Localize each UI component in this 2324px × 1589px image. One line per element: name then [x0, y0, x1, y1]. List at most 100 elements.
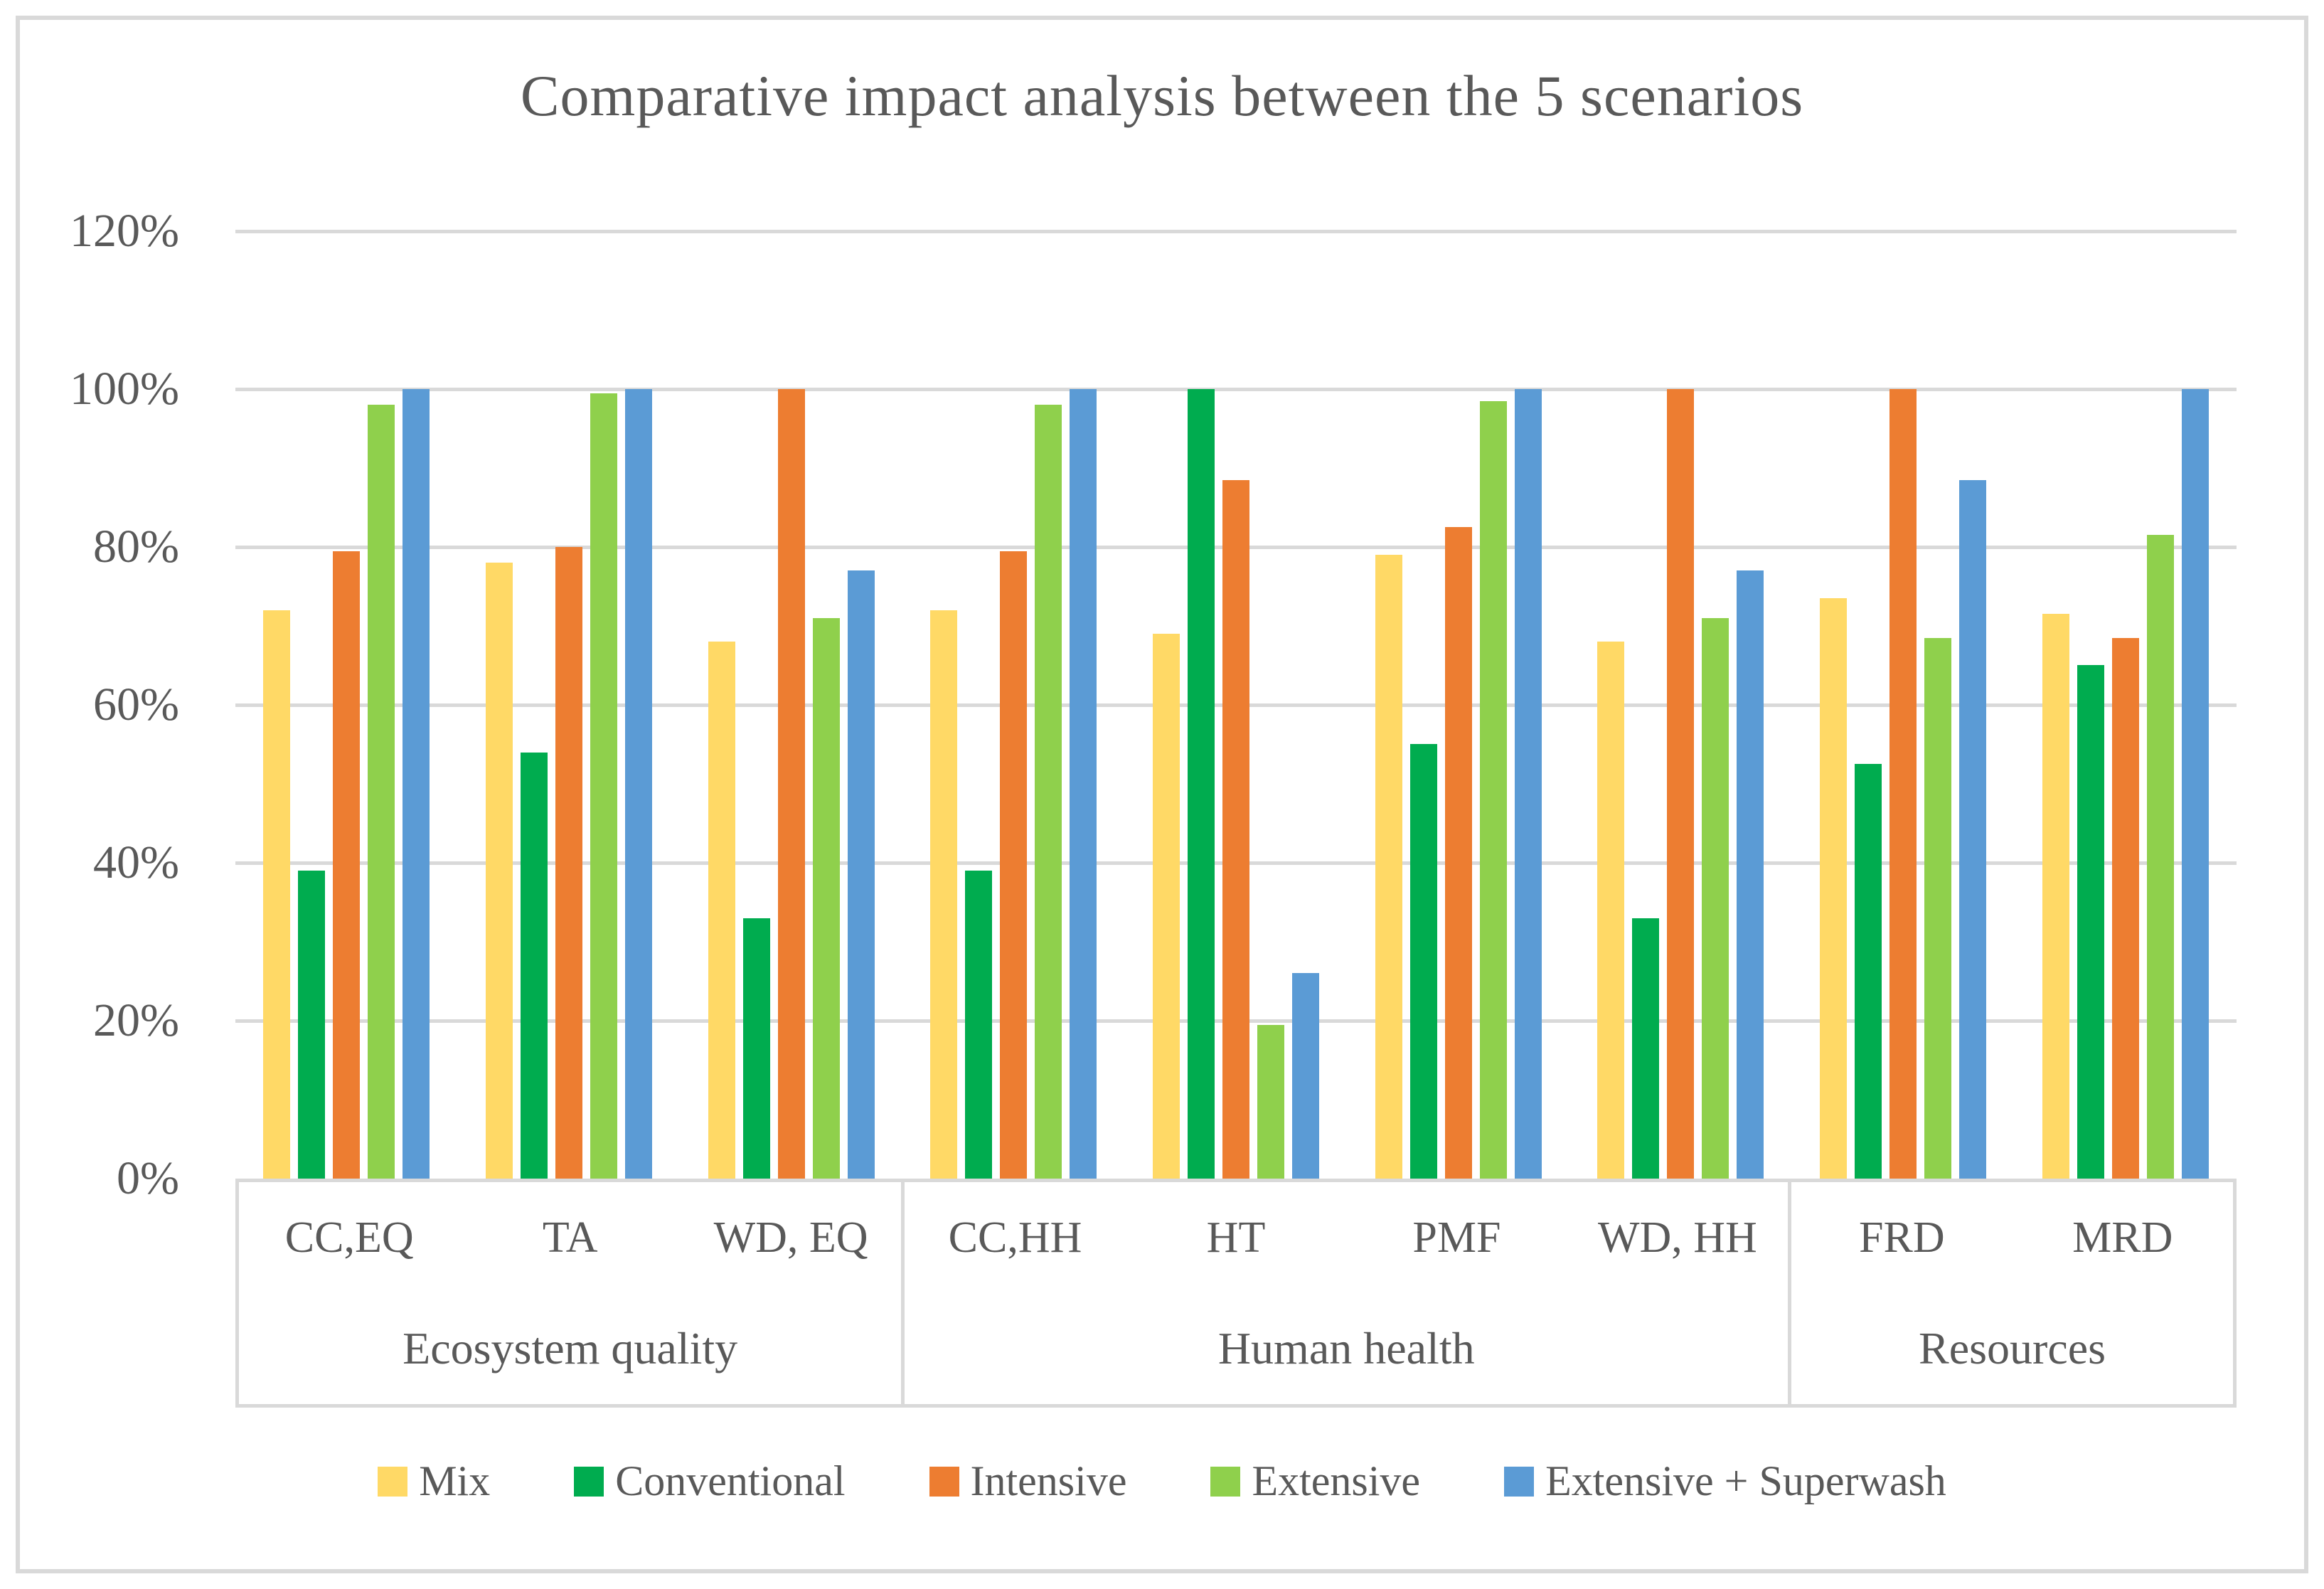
group-label: Human health: [1217, 1323, 1475, 1373]
bar: [625, 389, 652, 1179]
bar: [1737, 570, 1764, 1179]
legend-item: Extensive: [1210, 1457, 1420, 1506]
bar-group-HT: [1125, 231, 1348, 1179]
group-label: Resources: [1919, 1323, 2106, 1373]
bar-group-FRD: [1792, 231, 2015, 1179]
bar: [333, 551, 361, 1179]
bar: [2111, 638, 2139, 1179]
category-label: HT: [1206, 1213, 1266, 1262]
axis-group-section: CC,HH HT PMF WD, HH Human health: [901, 1182, 1788, 1404]
y-axis-label: 80%: [93, 521, 179, 573]
bar: [1667, 389, 1695, 1179]
y-axis-label: 40%: [93, 836, 179, 888]
category-label: CC,HH: [948, 1213, 1082, 1262]
bar: [1855, 764, 1882, 1179]
legend-item: Conventional: [574, 1457, 846, 1506]
bar: [1702, 618, 1729, 1179]
axis-group-section: CC,EQ TA WD, EQ Ecosystem quality: [239, 1182, 901, 1404]
bar-group-PMF: [1347, 231, 1569, 1179]
legend: Mix Conventional Intensive Extensive Extensi…: [0, 1457, 2324, 1506]
bar: [1070, 389, 1097, 1179]
bar: [2042, 614, 2069, 1179]
bar: [263, 610, 291, 1179]
bar-groups: [235, 231, 2237, 1179]
category-label-row: FRD MRD: [1791, 1182, 2233, 1293]
bar: [1035, 405, 1062, 1179]
bar: [1153, 634, 1180, 1179]
bar: [1188, 389, 1215, 1179]
legend-swatch: [574, 1466, 604, 1497]
category-label: MRD: [2072, 1213, 2173, 1262]
bar: [708, 642, 735, 1179]
bar: [1409, 744, 1437, 1179]
bar: [1479, 401, 1507, 1179]
bar-group-CC,HH: [902, 231, 1125, 1179]
category-label-row: CC,EQ TA WD, EQ: [239, 1182, 901, 1293]
bar: [2181, 389, 2209, 1179]
legend-label: Extensive: [1252, 1457, 1421, 1504]
legend-item: Extensive + Superwash: [1504, 1457, 1946, 1506]
bar-group-MRD: [2014, 231, 2237, 1179]
bar: [1820, 598, 1848, 1179]
bar: [1924, 638, 1952, 1179]
legend-swatch: [378, 1466, 408, 1497]
bar: [1632, 918, 1660, 1179]
category-label: WD, HH: [1597, 1213, 1757, 1262]
bar: [368, 405, 395, 1179]
bar: [2146, 535, 2174, 1179]
bar: [1444, 527, 1472, 1179]
category-label: PMF: [1412, 1213, 1501, 1262]
y-axis-label: 20%: [93, 994, 179, 1046]
bar: [1889, 389, 1917, 1179]
bar: [812, 618, 840, 1179]
category-label: TA: [542, 1213, 598, 1262]
legend-swatch: [929, 1466, 959, 1497]
bar: [965, 871, 993, 1179]
legend-swatch: [1210, 1466, 1241, 1497]
y-axis-label: 100%: [70, 363, 179, 415]
bar: [777, 389, 805, 1179]
bar: [742, 918, 770, 1179]
category-label: WD, EQ: [713, 1213, 868, 1262]
legend-item: Mix: [378, 1457, 490, 1506]
plot-area: [235, 230, 2237, 1179]
bar: [1222, 480, 1250, 1179]
bar: [1375, 555, 1402, 1179]
bar-group-WD, EQ: [680, 231, 902, 1179]
legend-label: Mix: [419, 1457, 491, 1504]
bar: [521, 753, 548, 1179]
bar: [590, 393, 617, 1179]
bar: [1257, 1025, 1285, 1179]
legend-swatch: [1504, 1466, 1535, 1497]
bar-group-TA: [458, 231, 681, 1179]
y-axis-label: 0%: [117, 1152, 179, 1204]
bar: [298, 871, 326, 1179]
category-label: FRD: [1859, 1213, 1945, 1262]
legend-label: Extensive + Superwash: [1545, 1457, 1946, 1504]
bar: [2077, 665, 2104, 1179]
bar-group-WD, HH: [1569, 231, 1792, 1179]
bar: [1000, 551, 1028, 1179]
category-label: CC,EQ: [284, 1213, 414, 1262]
gridline: [235, 230, 2237, 233]
bar: [486, 563, 513, 1179]
bar: [1597, 642, 1625, 1179]
y-axis-label: 120%: [70, 205, 179, 257]
bar: [1959, 480, 1987, 1179]
y-axis-label: 60%: [93, 679, 179, 730]
legend-label: Intensive: [970, 1457, 1127, 1504]
group-label: Ecosystem quality: [403, 1323, 738, 1373]
category-table: CC,EQ TA WD, EQ Ecosystem quality CC,HH HT PMF…: [235, 1179, 2237, 1408]
legend-label: Conventional: [615, 1457, 846, 1504]
bar: [555, 547, 582, 1179]
chart-title: Comparative impact analysis between the …: [520, 63, 1804, 128]
gridline: [235, 388, 2237, 391]
bar: [1514, 389, 1542, 1179]
bar-group-CC,EQ: [235, 231, 458, 1179]
bar: [847, 570, 875, 1179]
legend-item: Intensive: [929, 1457, 1127, 1506]
bar: [403, 389, 430, 1179]
bar: [1292, 973, 1320, 1179]
category-label-row: CC,HH HT PMF WD, HH: [905, 1182, 1788, 1293]
